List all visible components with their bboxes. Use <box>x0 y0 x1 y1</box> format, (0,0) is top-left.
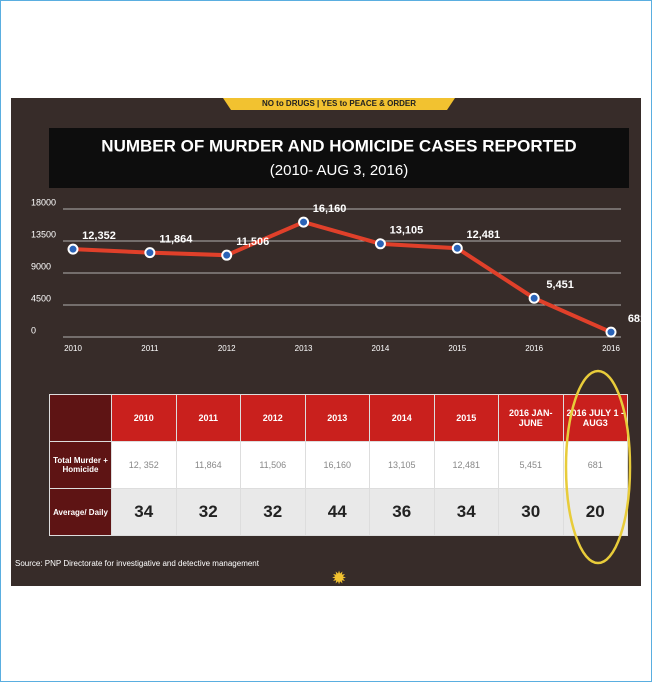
data-label: 13,105 <box>390 225 424 237</box>
x-tick-label: 2010 <box>64 344 82 353</box>
y-tick-label: 0 <box>31 325 36 335</box>
header-cell: 2015 <box>434 395 499 442</box>
table-cell: 36 <box>370 489 435 536</box>
data-point <box>607 328 616 337</box>
header-cell: 2010 <box>112 395 177 442</box>
row-label: Total Murder + Homicide <box>50 442 112 489</box>
header-cell: 2016 JAN-JUNE <box>499 395 564 442</box>
x-tick-label: 2016 <box>525 344 543 353</box>
data-point <box>145 248 154 257</box>
table-cell: 11,506 <box>241 442 306 489</box>
sun-icon: ✹ <box>331 568 346 588</box>
y-tick-label: 18000 <box>31 197 56 207</box>
data-label: 11,506 <box>236 236 269 248</box>
header-cell: 2014 <box>370 395 435 442</box>
table-cell: 5,451 <box>499 442 564 489</box>
x-tick-label: 2013 <box>295 344 313 353</box>
table-cell: 30 <box>499 489 564 536</box>
table-cell: 34 <box>434 489 499 536</box>
x-tick-label: 2014 <box>372 344 390 353</box>
corner-cell <box>50 395 112 442</box>
source: Source: PNP Directorate for investigativ… <box>15 559 285 569</box>
header-cell: 2013 <box>305 395 370 442</box>
table-cell: 20 <box>563 489 628 536</box>
y-tick-label: 9000 <box>31 261 51 271</box>
header-cell: 2011 <box>176 395 241 442</box>
data-label: 11,864 <box>159 234 193 246</box>
data-label: 5,451 <box>546 279 574 291</box>
data-point <box>530 294 539 303</box>
table-cell: 13,105 <box>370 442 435 489</box>
data-point <box>299 218 308 227</box>
table-cell: 44 <box>305 489 370 536</box>
table-cell: 32 <box>241 489 306 536</box>
chart: NO to DRUGS | YES to PEACE & ORDER NUMBE… <box>1 1 651 681</box>
y-tick-label: 13500 <box>31 229 56 239</box>
table-cell: 34 <box>112 489 177 536</box>
header-cell: 2012 <box>241 395 306 442</box>
data-label: 681 <box>628 313 646 325</box>
page: NO to DRUGS | YES to PEACE & ORDER NUMBE… <box>0 0 652 682</box>
data-label: 12,481 <box>466 229 500 241</box>
x-tick-label: 2012 <box>218 344 236 353</box>
table-cell: 32 <box>176 489 241 536</box>
data-point <box>453 244 462 253</box>
data-label: 12,352 <box>82 230 116 242</box>
data-point <box>69 245 78 254</box>
table-cell: 681 <box>563 442 628 489</box>
chart-title: NUMBER OF MURDER AND HOMICIDE CASES REPO… <box>101 136 576 155</box>
header-cell: 2016 JULY 1 - AUG3 <box>563 395 628 442</box>
banner: NO to DRUGS | YES to PEACE & ORDER <box>262 99 416 108</box>
chart-subtitle: (2010- AUG 3, 2016) <box>270 162 408 179</box>
table-cell: 11,864 <box>176 442 241 489</box>
x-tick-label: 2016 <box>602 344 620 353</box>
data-point <box>376 239 385 248</box>
data-label: 16,160 <box>313 203 347 215</box>
table-cell: 16,160 <box>305 442 370 489</box>
table-cell: 12, 352 <box>112 442 177 489</box>
x-tick-label: 2011 <box>141 344 159 353</box>
data-point <box>222 251 231 260</box>
y-tick-label: 4500 <box>31 293 51 303</box>
row-label: Average/ Daily <box>50 489 112 536</box>
table-cell: 12,481 <box>434 442 499 489</box>
x-tick-label: 2015 <box>448 344 466 353</box>
